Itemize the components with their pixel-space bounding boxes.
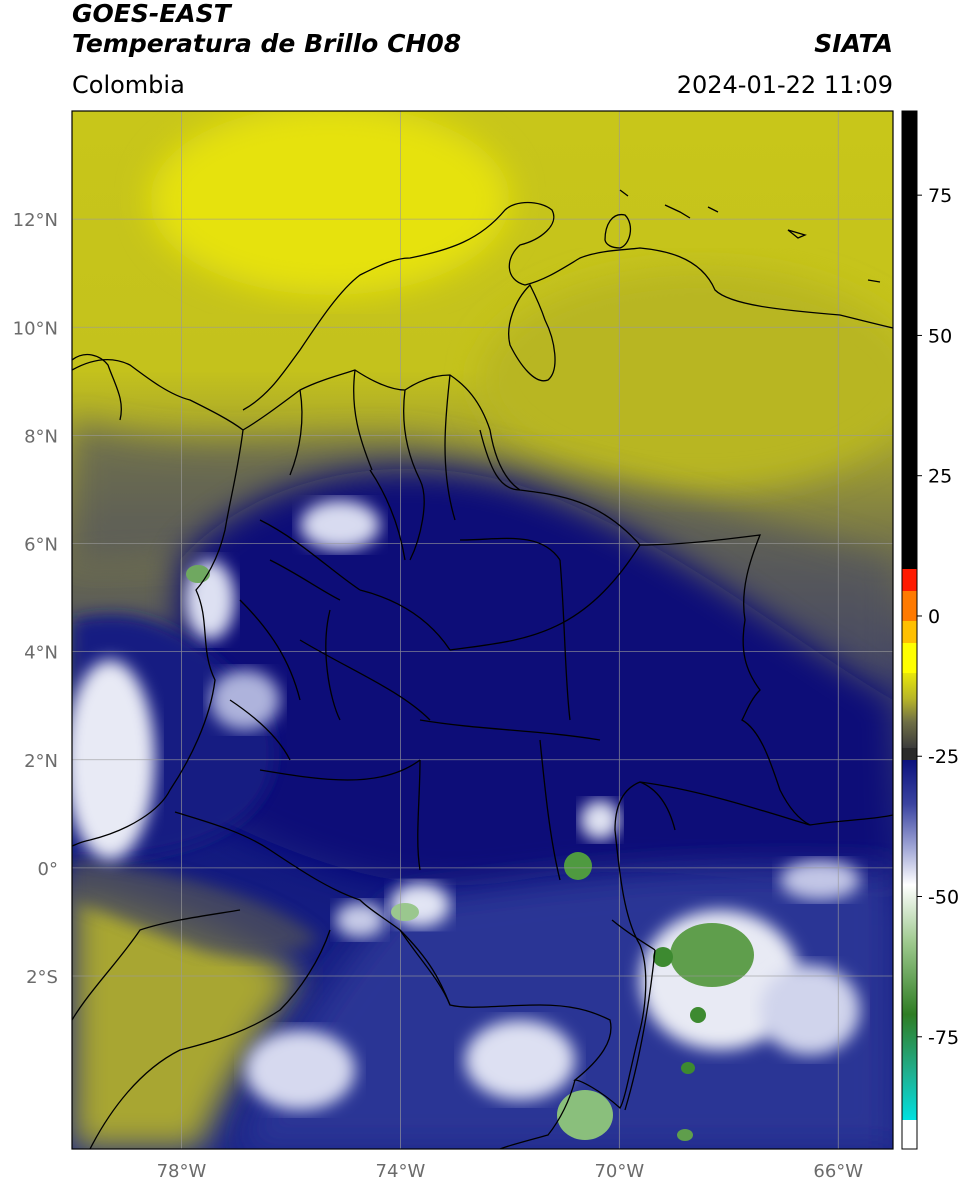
lon-tick-label: 70°W xyxy=(594,1161,644,1182)
lat-tick-label: 0° xyxy=(38,859,58,880)
lat-tick-label: 12°N xyxy=(13,210,58,231)
brightness-temperature-field xyxy=(72,111,893,1149)
colorbar-tick-label: -50 xyxy=(928,887,959,909)
colorbar-amber-segment xyxy=(902,621,917,643)
colorbar-tick-label: 25 xyxy=(928,466,952,488)
longitude-labels: 78°W 74°W 70°W 66°W xyxy=(157,1161,864,1182)
colorbar-yellow-segment xyxy=(902,643,917,673)
colorbar-olive-segment xyxy=(902,673,917,748)
lat-tick-label: 4°N xyxy=(24,643,58,664)
colorbar-red-segment xyxy=(902,569,917,591)
colorbar-tick-label: 0 xyxy=(928,606,940,628)
boundary-lines xyxy=(72,189,893,1149)
colorbar-green-segment xyxy=(902,885,917,1120)
colorbar-tick-label: 75 xyxy=(928,185,952,207)
map-frame xyxy=(71,110,894,1150)
colorbar-tick-label: -25 xyxy=(928,746,959,768)
lat-tick-label: 2°S xyxy=(26,967,58,988)
colorbar-tick-label: 50 xyxy=(928,325,952,347)
colorbar-warm-segment xyxy=(902,111,917,569)
colorbar-tick-label: -75 xyxy=(928,1027,959,1049)
colorbar-gray-segment xyxy=(902,748,917,760)
lon-tick-label: 74°W xyxy=(376,1161,426,1182)
colorbar-blue-segment xyxy=(902,760,917,885)
colorbar-orange-segment xyxy=(902,591,917,621)
lat-tick-label: 2°N xyxy=(24,751,58,772)
colorbar-frame xyxy=(901,110,918,1150)
lat-tick-label: 6°N xyxy=(24,535,58,556)
title-product: Temperatura de Brillo CH08 xyxy=(72,29,462,58)
colorbar-min-segment xyxy=(902,1120,917,1149)
lon-tick-label: 78°W xyxy=(157,1161,207,1182)
latitude-labels: 12°N 10°N 8°N 6°N 4°N 2°N 0° 2°S xyxy=(13,210,58,988)
organization-label: SIATA xyxy=(814,29,893,58)
lon-tick-label: 66°W xyxy=(813,1161,863,1182)
lat-tick-label: 10°N xyxy=(13,318,58,339)
timestamp-label: 2024-01-22 11:09 xyxy=(676,71,893,99)
colorbar: 75 50 25 0 -25 -50 -75 xyxy=(901,110,959,1150)
title-satellite: GOES-EAST xyxy=(72,0,231,28)
lat-tick-label: 8°N xyxy=(24,426,58,447)
region-label: Colombia xyxy=(72,71,185,99)
